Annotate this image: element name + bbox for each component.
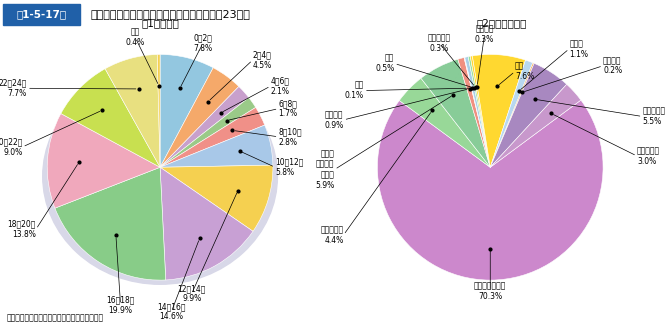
Wedge shape (47, 113, 160, 208)
Wedge shape (378, 100, 603, 280)
Text: その他
1.1%: その他 1.1% (569, 39, 588, 58)
Text: 14～16時
14.6%: 14～16時 14.6% (157, 302, 185, 321)
Text: 0～2時
7.8%: 0～2時 7.8% (193, 33, 213, 53)
Text: （2）原因・動機: （2）原因・動機 (476, 18, 527, 28)
Text: 22～24時
7.7%: 22～24時 7.7% (0, 79, 27, 98)
Wedge shape (490, 84, 581, 167)
Wedge shape (464, 57, 490, 167)
Wedge shape (61, 69, 160, 167)
Text: 所有・消費目的
70.3%: 所有・消費目的 70.3% (474, 282, 506, 301)
Text: （出典）警察庁「少年の補導及び保護の概況」: （出典）警察庁「少年の補導及び保護の概況」 (7, 314, 104, 323)
Wedge shape (160, 87, 249, 167)
Wedge shape (55, 167, 165, 280)
Wedge shape (490, 60, 533, 167)
Text: 性的欲求
0.9%: 性的欲求 0.9% (324, 110, 344, 130)
Ellipse shape (43, 68, 277, 284)
Wedge shape (421, 59, 490, 167)
Wedge shape (160, 165, 273, 231)
Text: 2～4時
4.5%: 2～4時 4.5% (253, 51, 272, 70)
Text: 痴情
0.1%: 痴情 0.1% (345, 81, 364, 100)
Text: 不明
0.4%: 不明 0.4% (125, 28, 145, 47)
Wedge shape (490, 63, 534, 167)
Wedge shape (490, 63, 567, 167)
Wedge shape (470, 56, 490, 167)
Text: 刑法犯少年の非行時間帯と原因・動機（平成23年）: 刑法犯少年の非行時間帯と原因・動機（平成23年） (90, 9, 250, 19)
Text: 一時的盗用
3.0%: 一時的盗用 3.0% (637, 146, 660, 166)
Wedge shape (160, 167, 253, 280)
Text: 16～18時
19.9%: 16～18時 19.9% (107, 295, 135, 315)
Text: 動機不明
0.2%: 動機不明 0.2% (603, 56, 622, 75)
Text: 10～12時
5.8%: 10～12時 5.8% (275, 157, 303, 177)
Text: 怨恨
0.5%: 怨恨 0.5% (375, 54, 394, 73)
Text: 8～10時
2.8%: 8～10時 2.8% (279, 127, 302, 147)
Wedge shape (160, 97, 255, 167)
Text: その他利欲
4.4%: その他利欲 4.4% (320, 225, 344, 245)
Text: 自己顕示
0.3%: 自己顕示 0.3% (475, 25, 494, 44)
Text: 18～20時
13.8%: 18～20時 13.8% (7, 220, 36, 239)
FancyBboxPatch shape (3, 4, 80, 25)
Text: （1）時間帯: （1）時間帯 (141, 18, 179, 28)
Text: 12～14時
9.9%: 12～14時 9.9% (177, 284, 206, 303)
Text: 4～6時
2.1%: 4～6時 2.1% (271, 76, 289, 96)
Wedge shape (458, 57, 490, 167)
Wedge shape (465, 57, 490, 167)
Wedge shape (472, 54, 526, 167)
Text: 遊興費充当
5.5%: 遊興費充当 5.5% (642, 107, 666, 126)
Text: 遊び・
好奇心・
スリル
5.9%: 遊び・ 好奇心・ スリル 5.9% (315, 150, 335, 190)
Wedge shape (160, 54, 213, 167)
Wedge shape (157, 54, 160, 167)
Wedge shape (160, 108, 265, 167)
Text: 20～22時
9.0%: 20～22時 9.0% (0, 137, 23, 157)
Wedge shape (468, 56, 490, 167)
Wedge shape (160, 125, 273, 167)
Text: 6～8時
1.7%: 6～8時 1.7% (279, 99, 297, 118)
Wedge shape (160, 68, 239, 167)
Text: 憤怒
7.6%: 憤怒 7.6% (515, 62, 534, 81)
Wedge shape (400, 78, 490, 167)
Text: 第1-5-17図: 第1-5-17図 (16, 9, 67, 19)
Wedge shape (105, 54, 160, 167)
Text: 服従・迎合
0.3%: 服従・迎合 0.3% (428, 33, 451, 53)
